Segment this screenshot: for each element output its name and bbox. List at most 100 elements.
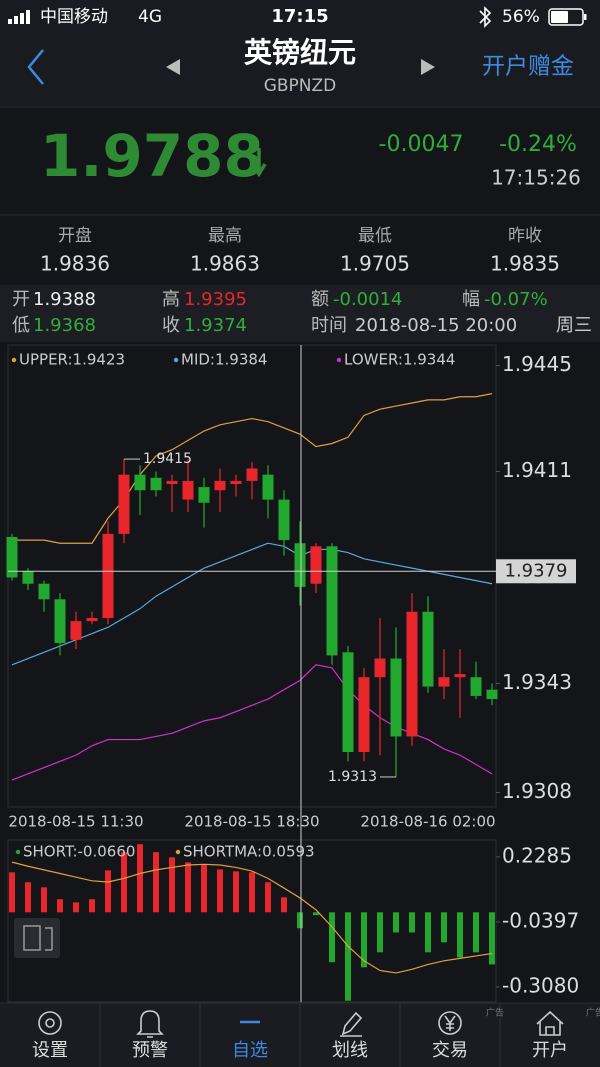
ad-badge: 广告 xyxy=(486,1007,504,1019)
y-tick-label: 0.2285 xyxy=(502,843,572,867)
histogram-bar xyxy=(489,912,495,965)
info-label: 低 xyxy=(12,315,30,336)
stat-value: 1.9835 xyxy=(490,252,560,276)
tab-label[interactable]: 开户 xyxy=(532,1040,568,1061)
x-tick-label: 2018-08-15 11:30 xyxy=(8,813,143,831)
y-tick-label: 1.9411 xyxy=(502,458,572,482)
info-value: 1.9388 xyxy=(33,289,96,310)
stat-label: 最高 xyxy=(208,226,242,246)
tab-label[interactable]: 预警 xyxy=(132,1040,168,1061)
candle-body xyxy=(278,499,290,541)
tab-label[interactable]: 交易 xyxy=(432,1040,468,1061)
tab-label[interactable]: 划线 xyxy=(332,1040,368,1061)
info-label: 时间 xyxy=(311,315,347,336)
histogram-bar xyxy=(249,872,255,913)
info-weekday: 周三 xyxy=(556,315,592,336)
candle-body xyxy=(486,689,498,700)
candle-body xyxy=(198,487,210,503)
open-account-link[interactable]: 开户赠金 xyxy=(482,54,574,80)
histogram-bar xyxy=(377,912,383,953)
legend-dot xyxy=(175,849,181,855)
candle-body xyxy=(406,611,418,737)
bluetooth-icon xyxy=(479,6,492,28)
next-button[interactable] xyxy=(421,59,435,75)
candle-body xyxy=(182,480,194,500)
histogram-bar xyxy=(89,899,95,913)
y-tick-label: -0.0397 xyxy=(502,908,579,932)
info-label: 收 xyxy=(162,315,180,336)
x-tick-label: 2018-08-15 18:30 xyxy=(184,813,319,831)
candle-body xyxy=(70,621,82,640)
histogram-bar xyxy=(73,902,79,913)
draw-icon[interactable] xyxy=(340,1011,363,1037)
alert-icon[interactable] xyxy=(136,1010,164,1038)
candle-body xyxy=(102,533,114,619)
histogram-bar xyxy=(329,912,335,963)
info-value: -0.0014 xyxy=(333,289,402,310)
histogram-bar xyxy=(105,870,111,913)
histogram-bar xyxy=(201,864,207,913)
prev-button[interactable] xyxy=(166,59,180,75)
candle-body xyxy=(342,652,354,753)
trade-icon[interactable] xyxy=(438,1011,462,1035)
legend-dot xyxy=(11,357,17,363)
candle-body xyxy=(134,474,146,491)
account-icon[interactable] xyxy=(536,1010,564,1036)
clock: 17:15 xyxy=(271,6,328,27)
info-label: 额 xyxy=(311,289,329,310)
histogram-bar xyxy=(217,869,223,913)
x-tick-label: 2018-08-16 02:00 xyxy=(360,813,495,831)
info-value: -0.07% xyxy=(484,289,548,310)
candle-body xyxy=(54,599,66,643)
indicator-chart-frame xyxy=(7,839,497,1003)
price-change: -0.0047 xyxy=(379,132,464,157)
quote-time: 17:15:26 xyxy=(491,166,581,190)
carrier: 中国移动 xyxy=(40,7,108,27)
down-arrow xyxy=(251,148,267,178)
info-label: 幅 xyxy=(462,289,480,310)
layout-toggle-icon[interactable] xyxy=(14,918,60,958)
histogram-bar xyxy=(393,912,399,933)
candle-body xyxy=(86,618,98,622)
candle-body xyxy=(22,571,34,584)
candle-body xyxy=(438,677,450,687)
histogram-bar xyxy=(121,852,127,913)
crosshair-label-bg xyxy=(496,559,576,584)
high-annotation: 1.9415 xyxy=(143,451,192,467)
histogram-bar xyxy=(281,897,287,913)
legend-label: UPPER:1.9423 xyxy=(19,351,125,369)
histogram-bar xyxy=(25,882,31,913)
indicator-line xyxy=(11,542,493,666)
tab-label[interactable]: 设置 xyxy=(32,1040,68,1061)
tab-label[interactable]: 自选 xyxy=(232,1040,268,1061)
y-tick-label: 1.9343 xyxy=(502,670,572,694)
candle-body xyxy=(470,677,482,696)
stat-label: 昨收 xyxy=(508,226,542,246)
info-value: 1.9368 xyxy=(33,315,96,336)
battery-icon xyxy=(548,8,587,26)
y-tick-label: 1.9445 xyxy=(502,352,572,376)
price-change-percent: -0.24% xyxy=(499,132,577,157)
legend-dot xyxy=(336,357,342,363)
last-price: 1.9788 xyxy=(40,122,264,190)
candle-body xyxy=(454,674,466,678)
crosshair-label: 1.9379 xyxy=(505,560,568,581)
stat-label: 开盘 xyxy=(58,226,92,246)
candle-body xyxy=(38,583,50,600)
back-button[interactable] xyxy=(27,49,44,85)
histogram-bar xyxy=(41,887,47,913)
histogram-bar xyxy=(313,912,319,916)
legend-label: SHORT:-0.0660 xyxy=(23,843,135,861)
indicator-line xyxy=(11,861,493,974)
settings-icon[interactable] xyxy=(38,1011,62,1035)
info-value: 2018-08-15 20:00 xyxy=(355,315,517,336)
stat-value: 1.9705 xyxy=(340,252,410,276)
candle-info-bg xyxy=(0,285,600,342)
histogram-bar xyxy=(233,871,239,913)
stat-label: 最低 xyxy=(358,226,392,246)
y-tick-label: 1.9308 xyxy=(502,779,572,803)
info-label: 开 xyxy=(12,289,30,310)
candle-body xyxy=(422,611,434,687)
candle-body xyxy=(326,546,338,656)
